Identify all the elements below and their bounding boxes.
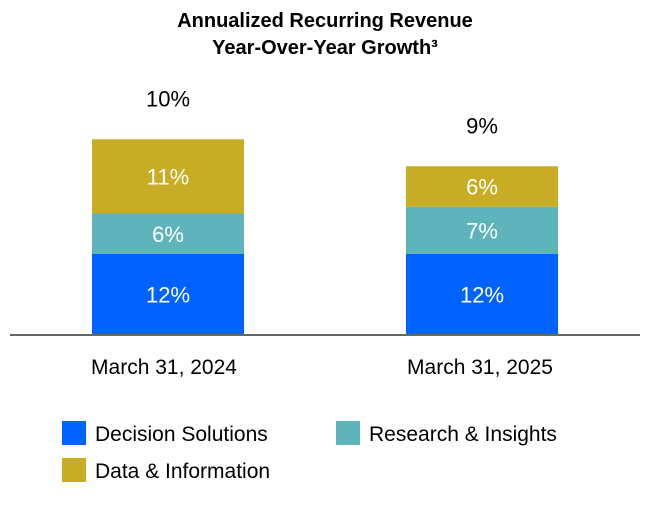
data-label: 12%: [146, 283, 190, 308]
total-label: 9%: [466, 113, 498, 138]
bar-segment: [92, 139, 244, 214]
legend: Decision Solutions Research & Insights D…: [62, 421, 557, 483]
legend-label: Research & Insights: [369, 423, 557, 446]
bar-segment: [406, 166, 558, 207]
total-label: 10%: [146, 86, 190, 111]
legend-label: Decision Solutions: [95, 423, 268, 446]
chart-title-line-1: Annualized Recurring Revenue: [177, 10, 473, 32]
bar-segment: [92, 254, 244, 335]
bar-segment: [406, 206, 558, 254]
bar-segment: [406, 254, 558, 335]
bar-segment: [92, 213, 244, 254]
chart-title-line-2: Year-Over-Year Growth³: [212, 37, 438, 59]
x-tick-label: March 31, 2025: [407, 356, 553, 379]
data-label: 11%: [147, 164, 189, 189]
legend-swatch-decision-solutions: [62, 421, 86, 445]
data-label: 7%: [466, 218, 498, 243]
data-label: 6%: [152, 222, 184, 247]
legend-label: Data & Information: [95, 460, 270, 483]
legend-swatch-research-insights: [336, 421, 360, 445]
data-label: 6%: [466, 175, 498, 200]
x-tick-label: March 31, 2024: [91, 356, 237, 379]
legend-swatch-data-information: [62, 458, 86, 482]
data-label: 12%: [460, 283, 504, 308]
